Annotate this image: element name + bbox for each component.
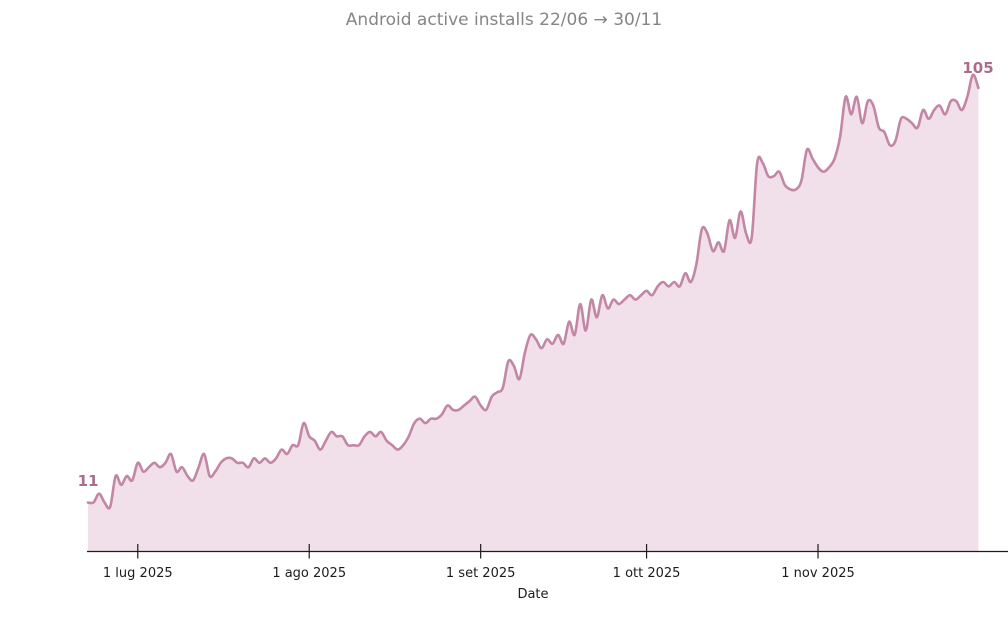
chart-title: Android active installs 22/06 → 30/11 [346,10,662,30]
end-value-label: 105 [962,59,993,77]
x-axis-title: Date [517,587,548,602]
x-tick-label: 1 ott 2025 [613,566,681,581]
series-area-fill [88,74,979,552]
x-tick-label: 1 lug 2025 [103,566,173,581]
x-tick-label: 1 set 2025 [446,566,516,581]
series-trend-line [86,73,980,510]
x-tick-label: 1 nov 2025 [781,566,855,581]
x-axis-ticks: 1 lug 2025 1 ago 2025 1 set 2025 1 ott 2025… [103,544,855,581]
x-tick-label: 1 ago 2025 [272,566,346,581]
start-value-label: 11 [78,472,99,490]
